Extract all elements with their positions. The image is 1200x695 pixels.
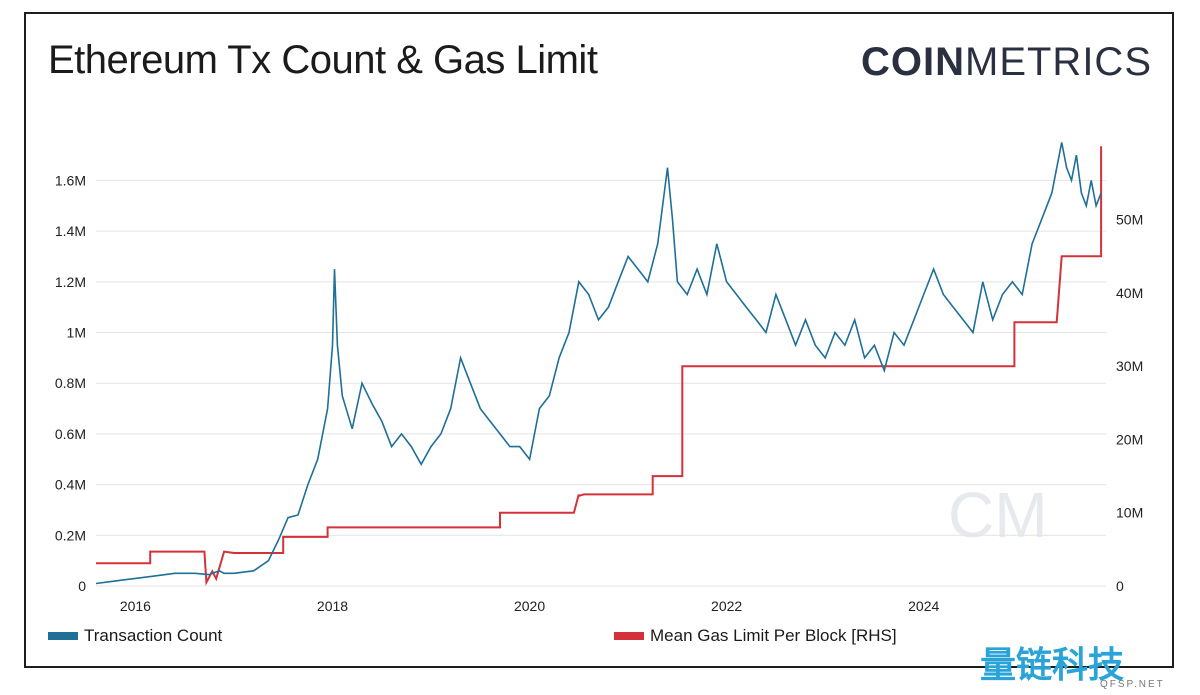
- y-right-tick-label: 0: [1116, 578, 1124, 594]
- y-right-tick-label: 30M: [1116, 358, 1143, 374]
- legend-label-tx: Transaction Count: [84, 626, 223, 645]
- y-left-tick-label: 1.6M: [55, 172, 86, 188]
- x-tick-label: 2020: [514, 598, 545, 614]
- legend-swatch-gas: [614, 632, 644, 640]
- y-right-tick-label: 10M: [1116, 505, 1143, 521]
- y-left-tick-label: 0.2M: [55, 527, 86, 543]
- y-left-tick-label: 0: [78, 578, 86, 594]
- y-left-tick-label: 0.4M: [55, 477, 86, 493]
- y-left-tick-label: 1.2M: [55, 274, 86, 290]
- logo-light-part: METRICS: [965, 40, 1152, 84]
- watermark-text: 量链科技: [980, 645, 1125, 686]
- chart-frame: [24, 12, 1174, 668]
- y-left-tick-label: 1M: [67, 325, 86, 341]
- cm-watermark-mark: CM: [948, 479, 1048, 551]
- y-left-tick-label: 1.4M: [55, 223, 86, 239]
- legend-swatch-tx: [48, 632, 78, 640]
- y-right-tick-label: 40M: [1116, 285, 1143, 301]
- x-tick-label: 2022: [711, 598, 742, 614]
- x-tick-label: 2016: [120, 598, 151, 614]
- x-axis-ticks: 2016 2018 2020 2022 2024: [120, 598, 940, 614]
- watermark-subtext: QFSP.NET: [1100, 679, 1165, 690]
- chart-title: Ethereum Tx Count & Gas Limit: [48, 38, 598, 82]
- y-axis-left-ticks: 0 0.2M 0.4M 0.6M 0.8M 1M 1.2M 1.4M 1.6M: [55, 172, 86, 594]
- y-left-tick-label: 0.8M: [55, 375, 86, 391]
- qfsp-watermark: 量链科技: [980, 636, 1124, 688]
- y-left-tick-label: 0.6M: [55, 426, 86, 442]
- legend-gas-limit: Mean Gas Limit Per Block [RHS]: [614, 626, 897, 646]
- gas-limit-series-line: [96, 146, 1103, 586]
- coinmetrics-logo: COINMETRICS: [861, 40, 1152, 85]
- x-tick-label: 2024: [908, 598, 939, 614]
- x-tick-label: 2018: [317, 598, 348, 614]
- logo-bold-part: COIN: [861, 40, 965, 84]
- legend-label-gas: Mean Gas Limit Per Block [RHS]: [650, 626, 897, 645]
- y-axis-right-ticks: 0 10M 20M 30M 40M 50M: [1116, 212, 1143, 594]
- y-right-tick-label: 50M: [1116, 212, 1143, 228]
- grid-lines: [96, 179, 1106, 587]
- y-right-tick-label: 20M: [1116, 431, 1143, 447]
- transaction-count-series-line: [95, 142, 1102, 585]
- legend-transaction-count: Transaction Count: [48, 626, 222, 646]
